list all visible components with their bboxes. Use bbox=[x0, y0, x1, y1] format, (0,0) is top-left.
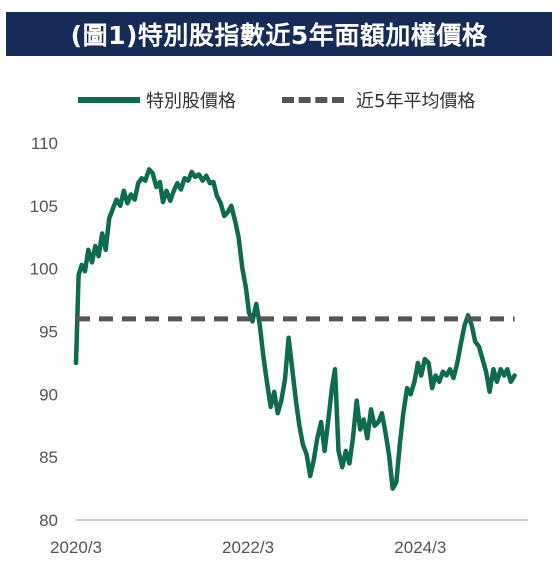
legend-label-average: 近5年平均價格 bbox=[356, 91, 476, 112]
y-tick-label: 100 bbox=[30, 260, 58, 279]
y-tick-label: 105 bbox=[30, 197, 58, 216]
legend-swatch-average bbox=[282, 97, 344, 103]
x-tick-label: 2022/3 bbox=[222, 538, 274, 557]
y-tick-label: 80 bbox=[39, 511, 58, 530]
x-tick-label: 2020/3 bbox=[50, 538, 102, 557]
chart-title-bar: (圖1)特別股指數近5年面額加權價格 bbox=[6, 12, 552, 56]
legend-item-average: 近5年平均價格 bbox=[282, 86, 475, 114]
price-series-line bbox=[73, 167, 517, 491]
legend-label-price: 特別股價格 bbox=[146, 91, 236, 112]
x-tick-label: 2024/3 bbox=[394, 538, 446, 557]
y-tick-label: 95 bbox=[39, 323, 58, 342]
chart-legend: 特別股價格 近5年平均價格 bbox=[0, 86, 560, 114]
y-tick-label: 110 bbox=[31, 134, 58, 153]
legend-item-price: 特別股價格 bbox=[78, 86, 236, 114]
y-tick-label: 85 bbox=[39, 448, 58, 467]
chart-title: (圖1)特別股指數近5年面額加權價格 bbox=[70, 21, 488, 50]
y-tick-label: 90 bbox=[39, 385, 58, 404]
legend-swatch-price bbox=[78, 97, 140, 103]
